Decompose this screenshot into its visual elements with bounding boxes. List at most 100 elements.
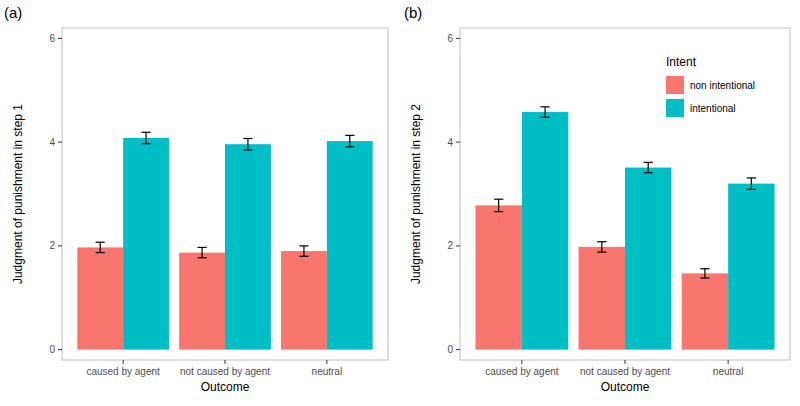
bar (77, 247, 123, 349)
error-cap (96, 242, 105, 243)
y-axis-label: Judgment of punishment in step 1 (11, 104, 25, 284)
plot-background (62, 28, 388, 360)
x-tick-label: caused by agent (485, 366, 559, 377)
error-bar (597, 242, 606, 252)
error-stem (648, 162, 649, 172)
error-bar (141, 132, 150, 143)
bar (579, 247, 625, 350)
error-cap (747, 189, 756, 190)
error-stem (601, 242, 602, 252)
error-cap (540, 106, 549, 107)
y-tick-label: 6 (49, 33, 55, 44)
panel: (a) 0 2 4 6 caused by agent not caused by agen… (4, 4, 388, 394)
error-cap (700, 277, 709, 278)
legend-box (652, 50, 784, 120)
y-tick (58, 245, 62, 246)
bar (475, 205, 521, 349)
bar (225, 144, 271, 349)
bar (281, 251, 327, 350)
panel-label: (a) (4, 4, 22, 21)
x-tick (326, 360, 327, 364)
legend: Intent non intentional intentional (652, 50, 784, 120)
error-stem (349, 135, 350, 146)
bar (625, 168, 671, 350)
error-bar (299, 246, 308, 256)
x-tick (728, 360, 729, 364)
x-axis-label: Outcome (201, 380, 250, 394)
error-cap (597, 252, 606, 253)
x-tick (225, 360, 226, 364)
error-cap (141, 132, 150, 133)
error-bar (494, 199, 503, 211)
x-axis-label: Outcome (601, 380, 650, 394)
error-cap (540, 117, 549, 118)
bar (123, 138, 169, 350)
error-stem (201, 247, 202, 257)
marks (475, 107, 774, 350)
y-tick-label: 4 (49, 137, 55, 148)
error-cap (299, 256, 308, 257)
error-cap (345, 135, 354, 136)
y-tick-label: 0 (49, 344, 55, 355)
bar (179, 253, 225, 350)
error-stem (303, 246, 304, 256)
plot-frame (62, 28, 388, 360)
error-cap (96, 252, 105, 253)
error-stem (145, 132, 146, 143)
panel: (b)0246caused by agentnot caused by agen… (404, 4, 790, 394)
panel-label: (b) (404, 4, 422, 21)
x-tick (123, 360, 124, 364)
error-stem (751, 178, 752, 189)
marks (77, 132, 372, 349)
figure: (a) 0 2 4 6 caused by agent not caused by agen… (0, 0, 800, 406)
error-cap (494, 211, 503, 212)
error-bar (700, 269, 709, 278)
error-cap (747, 177, 756, 178)
error-cap (597, 241, 606, 242)
bar (327, 141, 373, 350)
error-stem (498, 199, 499, 211)
bar (522, 112, 568, 350)
error-bar (243, 138, 252, 149)
x-tick-label: not caused by agent (580, 366, 670, 377)
y-tick (456, 349, 460, 350)
error-bar (644, 162, 653, 172)
error-bar (197, 247, 206, 257)
error-bar (96, 242, 105, 252)
y-tick-label: 0 (447, 344, 453, 355)
legend-title: Intent (666, 55, 697, 69)
error-bar (747, 178, 756, 189)
error-cap (197, 257, 206, 258)
x-tick-label: neutral (713, 366, 744, 377)
legend-swatch (666, 76, 684, 94)
y-tick (58, 349, 62, 350)
legend-label: intentional (690, 103, 736, 114)
error-stem (544, 107, 545, 117)
error-cap (700, 268, 709, 269)
error-cap (197, 247, 206, 248)
error-stem (247, 138, 248, 149)
y-tick (456, 142, 460, 143)
bar (682, 273, 728, 349)
x-tick-label: neutral (312, 366, 343, 377)
plot-background (460, 28, 790, 360)
x-tick-label: caused by agent (86, 366, 160, 377)
y-tick-label: 2 (49, 240, 55, 251)
error-cap (141, 143, 150, 144)
error-bar (345, 135, 354, 146)
y-tick (456, 38, 460, 39)
error-stem (100, 242, 101, 252)
error-cap (299, 245, 308, 246)
legend-swatch (666, 99, 684, 117)
x-tick-label: not caused by agent (180, 366, 270, 377)
y-tick (58, 38, 62, 39)
y-tick (58, 142, 62, 143)
y-tick (456, 245, 460, 246)
y-tick-label: 2 (447, 240, 453, 251)
error-cap (644, 162, 653, 163)
error-cap (345, 146, 354, 147)
legend-label: non intentional (690, 80, 755, 91)
x-tick (521, 360, 522, 364)
x-tick (625, 360, 626, 364)
bar (728, 184, 774, 350)
